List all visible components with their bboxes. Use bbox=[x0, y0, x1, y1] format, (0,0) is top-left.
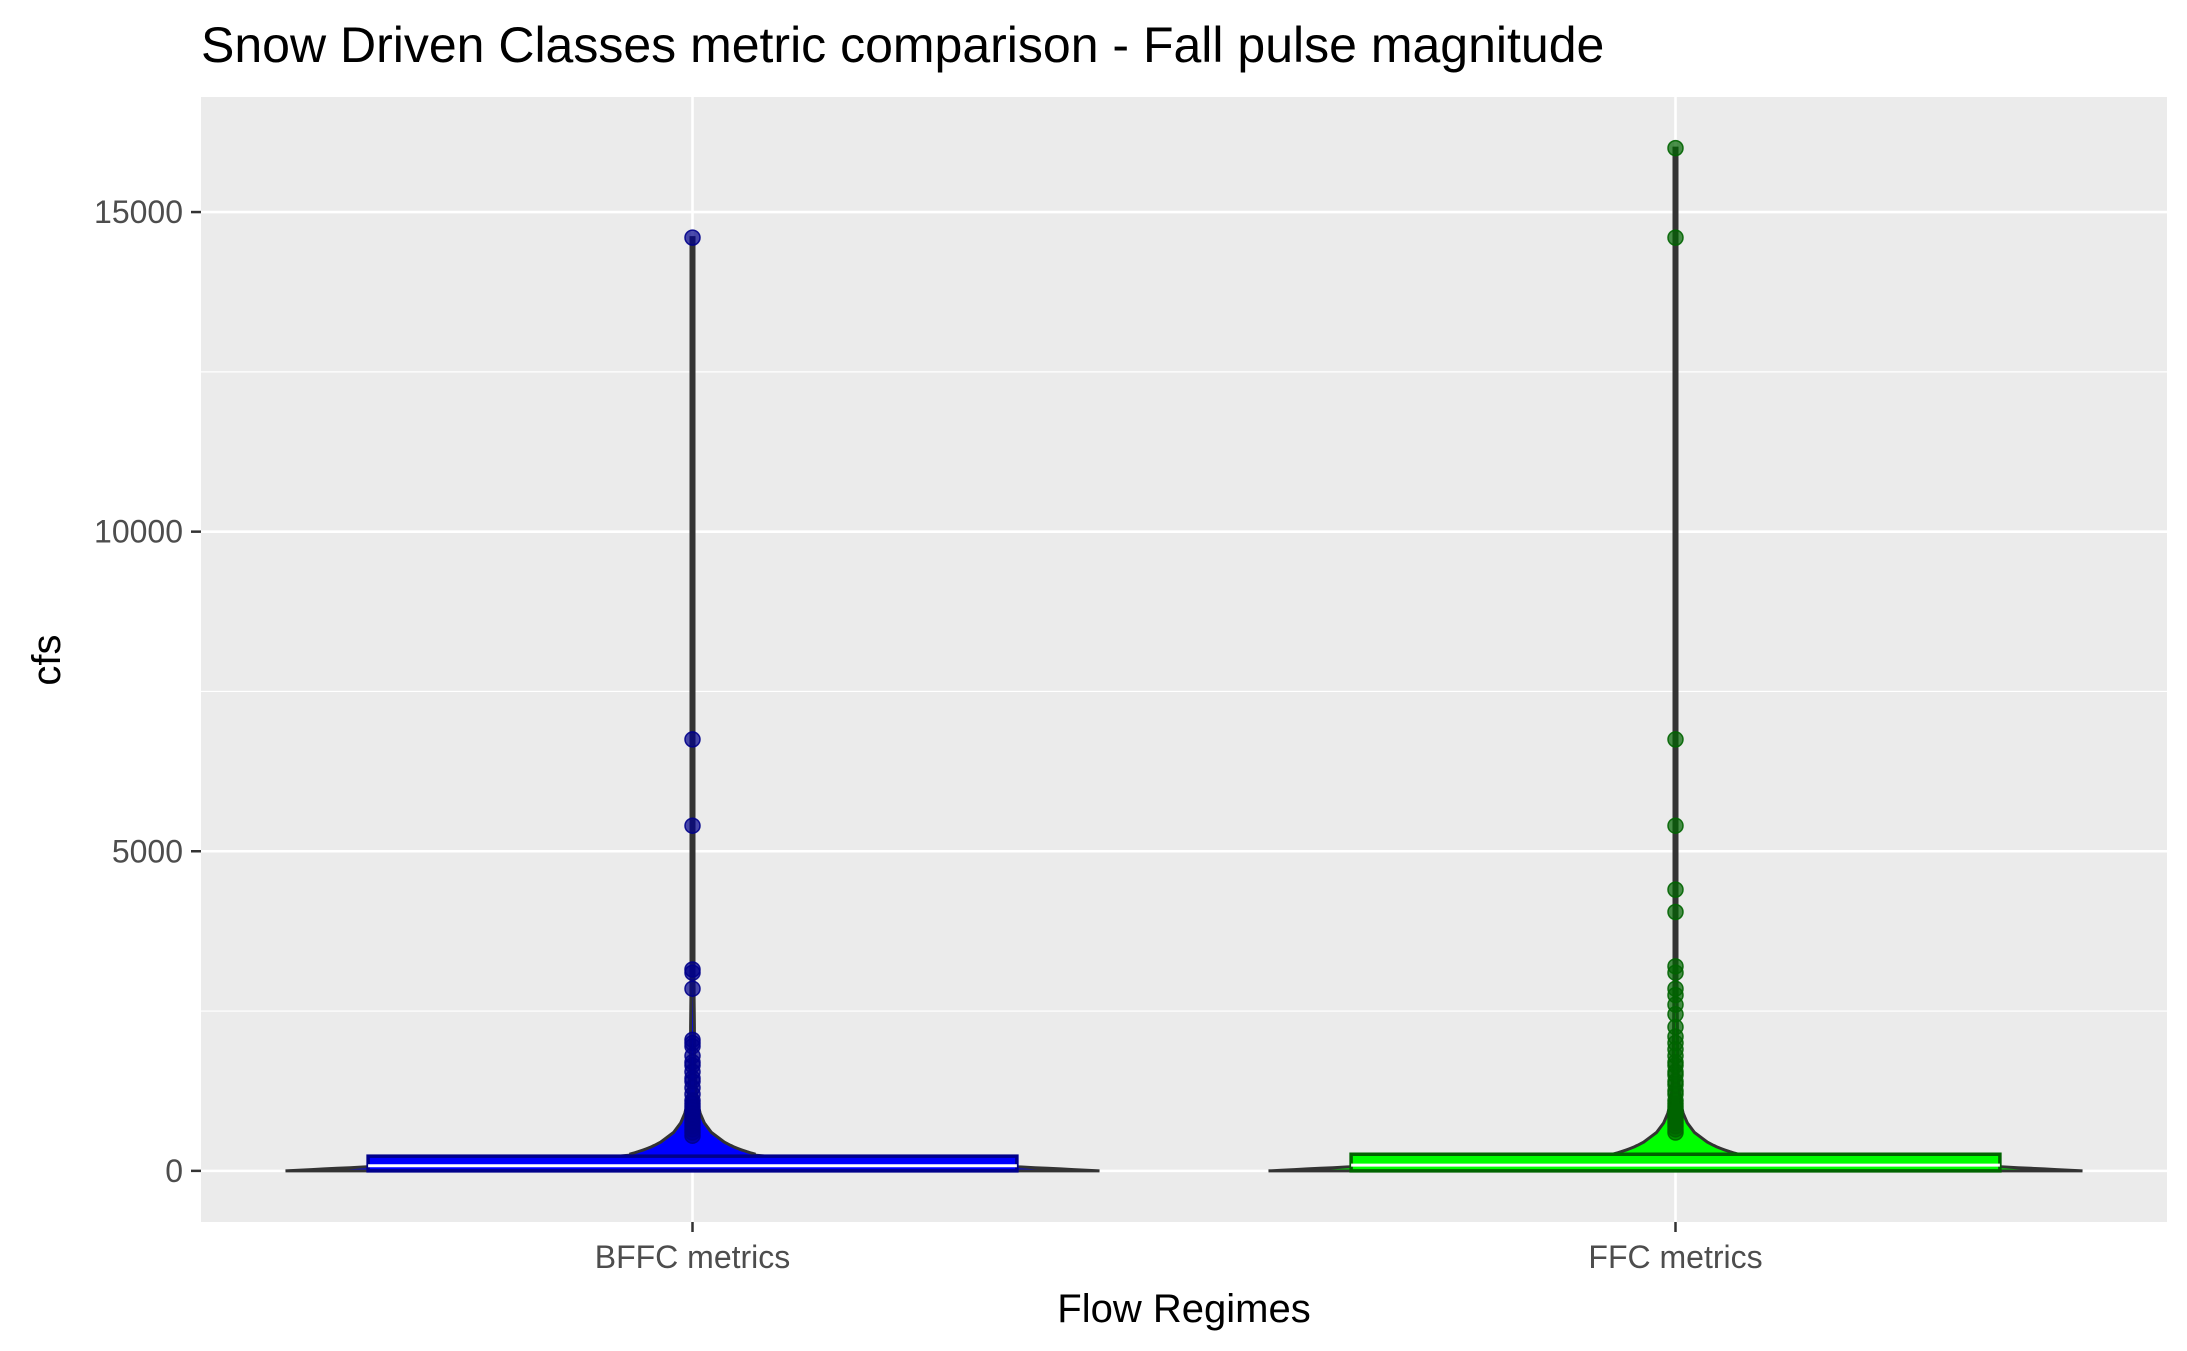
data-point bbox=[684, 1127, 701, 1144]
data-points bbox=[684, 139, 1684, 1144]
y-tick-label: 5000 bbox=[112, 833, 183, 869]
data-point bbox=[1667, 139, 1684, 157]
x-tick-label: BFFC metrics bbox=[595, 1239, 791, 1275]
x-axis-title: Flow Regimes bbox=[1057, 1287, 1310, 1331]
data-point bbox=[684, 964, 701, 981]
y-axis: 0 5000 10000 15000 bbox=[94, 194, 201, 1189]
data-point bbox=[684, 731, 701, 748]
boxplot-box bbox=[366, 1154, 1019, 1173]
chart-title: Snow Driven Classes metric comparison - … bbox=[201, 17, 1604, 73]
data-point bbox=[684, 229, 701, 246]
data-point bbox=[1667, 881, 1684, 898]
y-tick-label: 15000 bbox=[94, 194, 183, 230]
y-tick-label: 0 bbox=[165, 1153, 183, 1189]
data-point bbox=[684, 980, 701, 997]
data-point bbox=[684, 817, 701, 834]
data-point bbox=[1667, 229, 1684, 246]
boxes bbox=[366, 1152, 2002, 1173]
data-point bbox=[1667, 817, 1684, 834]
plot-panel bbox=[201, 97, 2167, 1222]
y-tick-label: 10000 bbox=[94, 514, 183, 550]
data-point bbox=[1667, 964, 1684, 981]
boxplot-box bbox=[1349, 1152, 2002, 1173]
x-axis: BFFC metrics FFC metrics bbox=[595, 1222, 1763, 1275]
data-point bbox=[1667, 731, 1684, 748]
x-tick-label: FFC metrics bbox=[1588, 1239, 1762, 1275]
data-point bbox=[1667, 1124, 1684, 1141]
y-axis-title: cfs bbox=[25, 634, 69, 685]
data-point bbox=[1667, 903, 1684, 921]
